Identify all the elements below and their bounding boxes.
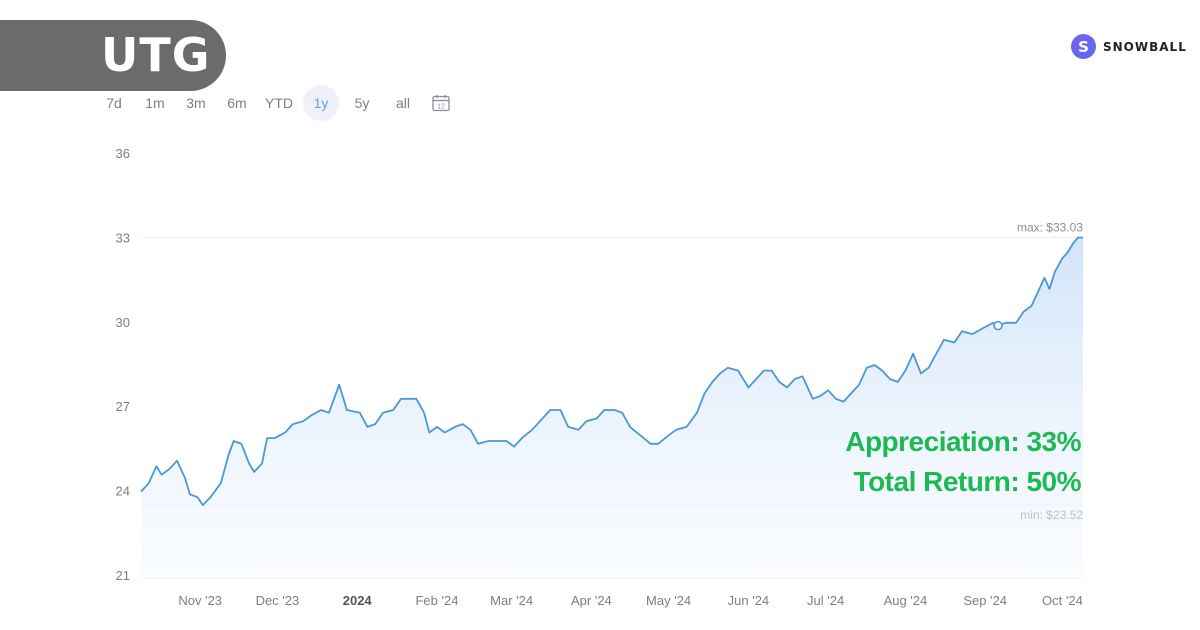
- snowball-logo-icon: S: [1071, 34, 1096, 59]
- x-tick-label: Nov '23: [178, 593, 222, 608]
- x-axis: Nov '23 Dec '23 2024 Feb '24 Mar '24 Apr '24 M…: [178, 593, 1082, 608]
- y-tick-label: 21: [116, 568, 130, 583]
- period-1y-button[interactable]: 1y: [303, 85, 339, 121]
- brand-name: SNOWBALL: [1103, 39, 1187, 54]
- period-all-button[interactable]: all: [395, 95, 410, 111]
- y-tick-label: 24: [116, 484, 130, 499]
- y-tick-label: 33: [116, 230, 130, 245]
- x-tick-label: Jun '24: [728, 593, 770, 608]
- x-tick-label: Aug '24: [884, 593, 928, 608]
- x-tick-label: Sep '24: [963, 593, 1007, 608]
- x-tick-label: 2024: [343, 593, 373, 608]
- period-selector: 7d 1m 3m 6m YTD 1y 5y all 12: [96, 85, 456, 121]
- max-label: max: $33.03: [1017, 221, 1083, 235]
- x-tick-label: Apr '24: [571, 593, 612, 608]
- price-area: [141, 237, 1083, 576]
- price-line: [140, 236, 1083, 506]
- y-tick-label: 36: [116, 146, 130, 161]
- ticker-symbol: UTG: [101, 28, 211, 82]
- x-tick-label: May '24: [646, 593, 691, 608]
- period-1m-button[interactable]: 1m: [145, 95, 165, 111]
- calendar-day: 12: [437, 104, 445, 111]
- highlight-marker: [993, 320, 1003, 331]
- x-tick-label: Mar '24: [490, 593, 533, 608]
- y-axis: 21 24 27 30 33 36: [116, 146, 130, 583]
- highlight-point: [993, 320, 1003, 331]
- period-3m-button[interactable]: 3m: [186, 95, 206, 111]
- brand: S SNOWBALL: [1071, 34, 1187, 59]
- x-tick-label: Jul '24: [807, 593, 844, 608]
- x-tick-label: Dec '23: [256, 593, 300, 608]
- period-ytd-button[interactable]: YTD: [265, 95, 293, 111]
- ticker-banner: UTG: [0, 20, 226, 91]
- period-6m-button[interactable]: 6m: [227, 95, 247, 111]
- returns-annotation: Appreciation: 33% Total Return: 50%: [845, 422, 1081, 502]
- total-return-label: Total Return: 50%: [853, 466, 1082, 497]
- appreciation-label: Appreciation: 33%: [845, 426, 1081, 457]
- period-7d-button[interactable]: 7d: [106, 95, 122, 111]
- y-tick-label: 30: [116, 315, 130, 330]
- y-tick-label: 27: [116, 399, 130, 414]
- period-5y-button[interactable]: 5y: [354, 95, 370, 111]
- x-tick-label: Feb '24: [415, 593, 458, 608]
- x-tick-label: Oct '24: [1042, 593, 1083, 608]
- calendar-icon[interactable]: 12: [426, 85, 456, 121]
